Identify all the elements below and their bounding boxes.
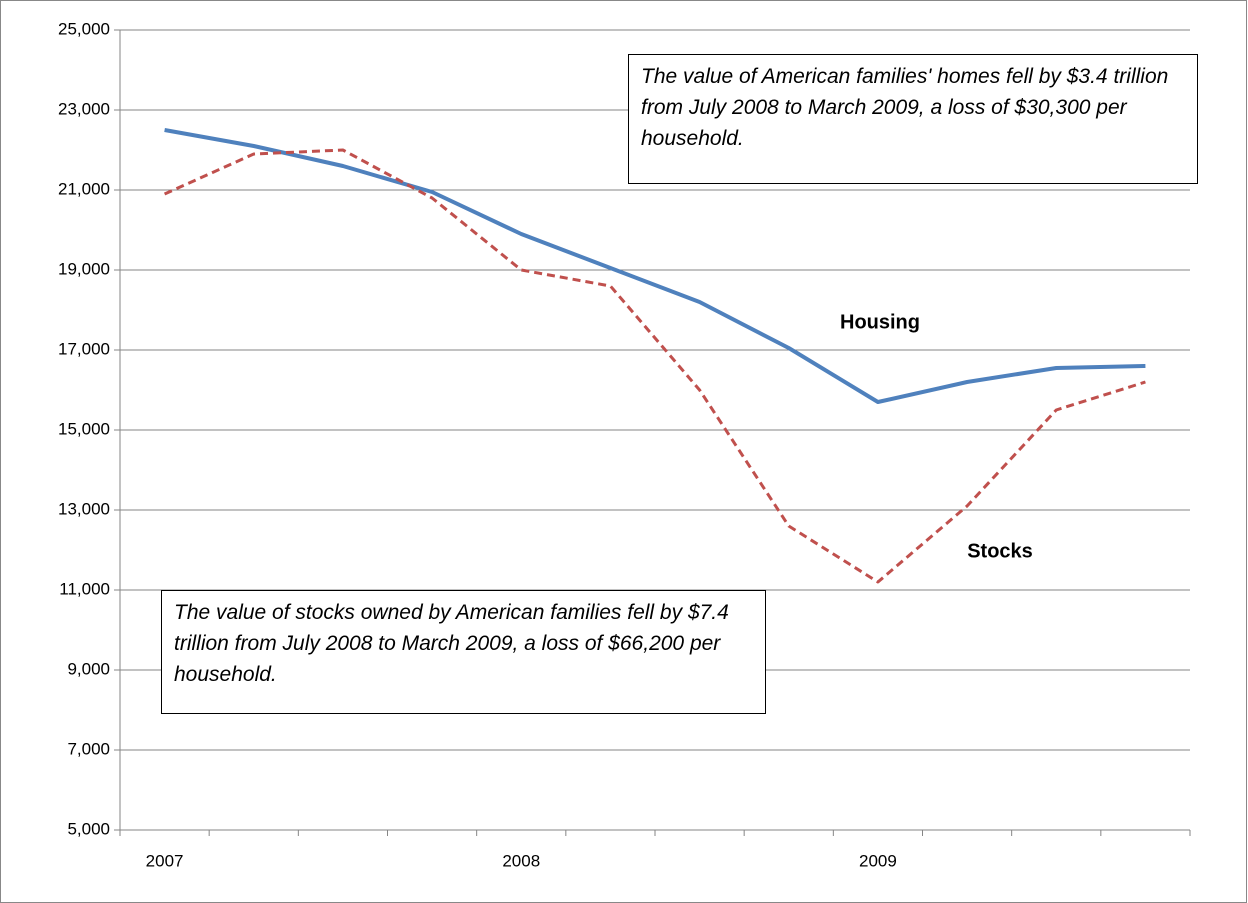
y-tick-label: 15,000 — [58, 419, 110, 438]
y-tick-label: 5,000 — [67, 819, 110, 838]
x-tick-label: 2008 — [502, 851, 540, 870]
y-tick-label: 21,000 — [58, 179, 110, 198]
y-tick-label: 11,000 — [59, 579, 110, 598]
y-tick-label: 23,000 — [58, 99, 110, 118]
housing-note: The value of American families' homes fe… — [628, 54, 1198, 184]
series-label: Housing — [840, 311, 920, 333]
x-tick-label: 2009 — [859, 851, 897, 870]
y-tick-label: 9,000 — [67, 659, 110, 678]
series-line — [164, 128, 1146, 404]
series-line — [163, 148, 1146, 584]
x-tick-label: 2007 — [146, 851, 184, 870]
y-tick-label: 7,000 — [67, 739, 110, 758]
y-tick-label: 13,000 — [58, 499, 110, 518]
stocks-note: The value of stocks owned by American fa… — [161, 590, 766, 714]
series-label: Stocks — [967, 540, 1033, 562]
y-tick-label: 17,000 — [58, 339, 110, 358]
y-tick-label: 25,000 — [58, 19, 110, 38]
y-tick-label: 19,000 — [58, 259, 110, 278]
